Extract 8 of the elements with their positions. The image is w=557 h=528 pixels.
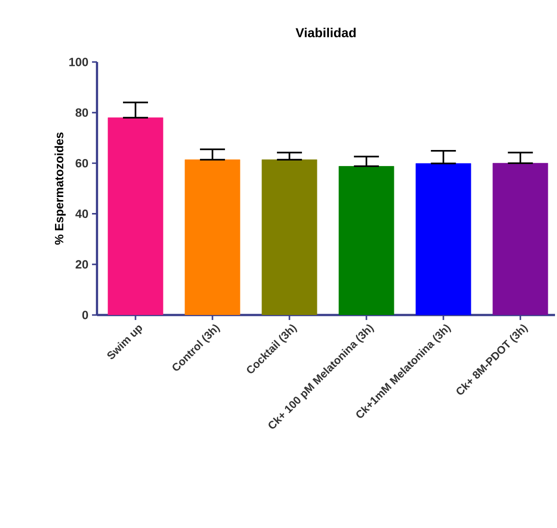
y-tick-label: 60 <box>76 158 88 168</box>
y-axis-title: % Espermatozoides <box>54 132 66 245</box>
y-tick-label: 80 <box>76 108 88 117</box>
y-tick-label: 100 <box>69 58 88 66</box>
chart-title: Viabilidad <box>296 28 356 38</box>
y-tick-label: 0 <box>82 310 88 320</box>
y-tick-label: 20 <box>76 260 88 269</box>
y-tick-label: 40 <box>75 210 88 218</box>
